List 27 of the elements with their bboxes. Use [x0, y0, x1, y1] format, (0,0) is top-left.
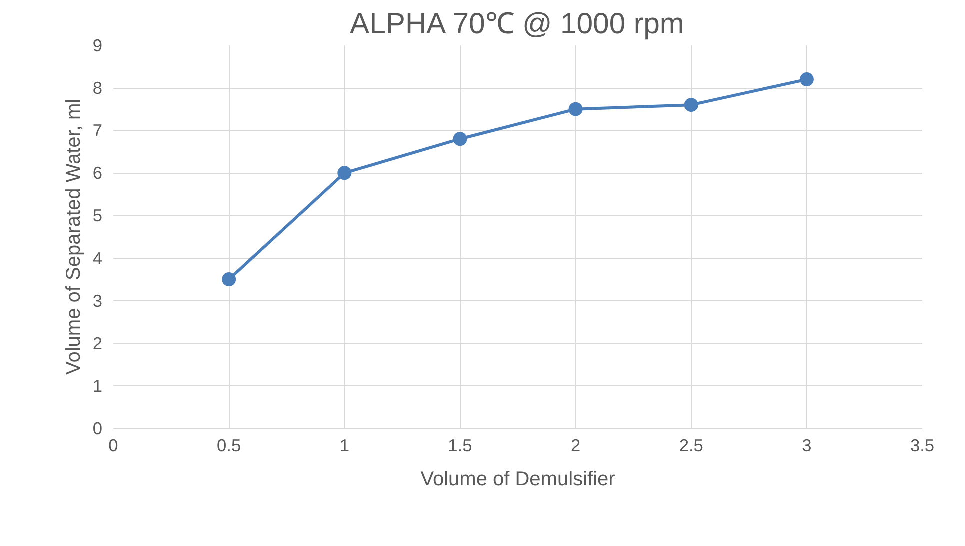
point: [684, 98, 698, 112]
point: [800, 72, 814, 87]
y-tick-label: 2: [92, 333, 103, 354]
y-tick-label: 8: [92, 78, 103, 98]
y-tick-label: 9: [92, 36, 103, 56]
x-tick-label: 2: [570, 436, 581, 456]
point: [222, 272, 236, 287]
x-tick-label: 0: [108, 436, 118, 456]
x-tick-label: 1: [340, 436, 350, 456]
x-tick-label: 0.5: [217, 436, 242, 456]
x-tick-label: 3: [802, 436, 812, 456]
x-axis-title: Volume of Demulsifier: [420, 468, 616, 490]
y-tick-label: 0: [92, 418, 103, 438]
y-tick-label: 7: [92, 120, 103, 141]
y-tick-label: 6: [92, 163, 103, 184]
point: [568, 102, 583, 116]
x-tick-label: 3.5: [910, 436, 935, 456]
y-tick-label: 1: [92, 376, 103, 396]
point: [338, 166, 352, 180]
x-tick-label: 2.5: [679, 436, 704, 456]
y-tick-label: 4: [92, 248, 103, 268]
point: [453, 132, 468, 146]
y-axis-title: Volume of Separated Water, ml: [62, 98, 85, 376]
chart-title: ALPHA 70℃ @ 1000 rpm: [350, 8, 684, 40]
x-tick-label: 1.5: [448, 436, 472, 456]
y-tick-label: 5: [92, 206, 103, 226]
y-tick-label: 3: [92, 290, 103, 311]
